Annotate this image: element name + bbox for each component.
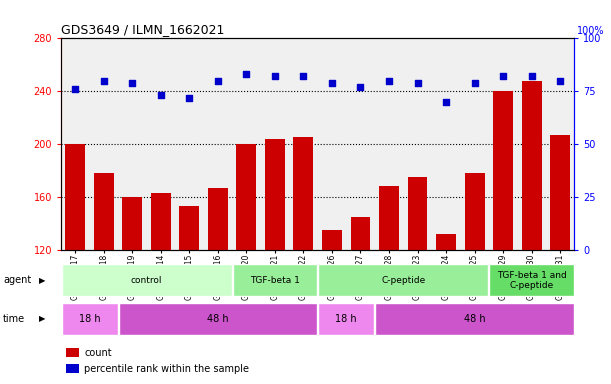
Point — [213, 78, 223, 84]
Point — [356, 84, 365, 90]
Bar — [318, 303, 374, 334]
Text: percentile rank within the sample: percentile rank within the sample — [84, 364, 249, 374]
Bar — [489, 265, 574, 296]
Point — [527, 73, 536, 79]
Point — [299, 73, 309, 79]
Bar — [464, 173, 485, 250]
Text: 18 h: 18 h — [335, 314, 357, 324]
Bar — [62, 303, 117, 334]
Bar — [522, 81, 541, 250]
Bar — [265, 139, 285, 250]
Point — [156, 92, 166, 98]
Point — [241, 71, 251, 78]
Point — [441, 99, 451, 105]
Bar — [351, 217, 370, 250]
Point — [470, 80, 480, 86]
Point — [555, 78, 565, 84]
Text: time: time — [3, 314, 25, 324]
Bar — [180, 206, 199, 250]
Bar — [66, 348, 79, 357]
Text: TGF-beta 1: TGF-beta 1 — [250, 276, 300, 285]
Point — [70, 86, 80, 92]
Point — [498, 73, 508, 79]
Bar — [322, 230, 342, 250]
Text: 48 h: 48 h — [464, 314, 485, 324]
Text: count: count — [84, 348, 112, 358]
Text: 100%: 100% — [577, 26, 605, 36]
Bar — [408, 177, 428, 250]
Text: TGF-beta 1 and
C-peptide: TGF-beta 1 and C-peptide — [497, 271, 566, 290]
Text: ▶: ▶ — [38, 276, 45, 285]
Text: GDS3649 / ILMN_1662021: GDS3649 / ILMN_1662021 — [61, 23, 224, 36]
Bar — [208, 187, 228, 250]
Bar — [119, 303, 317, 334]
Text: 18 h: 18 h — [79, 314, 100, 324]
Point — [128, 80, 137, 86]
Bar — [436, 234, 456, 250]
Bar — [236, 144, 257, 250]
Bar — [550, 135, 570, 250]
Point — [327, 80, 337, 86]
Bar — [122, 197, 142, 250]
Bar — [233, 265, 317, 296]
Point — [384, 78, 394, 84]
Text: ▶: ▶ — [38, 314, 45, 323]
Text: agent: agent — [3, 275, 31, 285]
Bar — [375, 303, 574, 334]
Point — [99, 78, 109, 84]
Bar — [94, 173, 114, 250]
Point — [185, 94, 194, 101]
Point — [412, 80, 422, 86]
Bar — [493, 91, 513, 250]
Bar — [151, 193, 171, 250]
Text: C-peptide: C-peptide — [381, 276, 425, 285]
Point — [270, 73, 280, 79]
Bar — [379, 186, 399, 250]
Text: 48 h: 48 h — [207, 314, 229, 324]
Bar — [66, 364, 79, 373]
Text: control: control — [131, 276, 163, 285]
Bar — [62, 265, 232, 296]
Bar — [318, 265, 488, 296]
Bar — [293, 137, 313, 250]
Bar — [65, 144, 86, 250]
